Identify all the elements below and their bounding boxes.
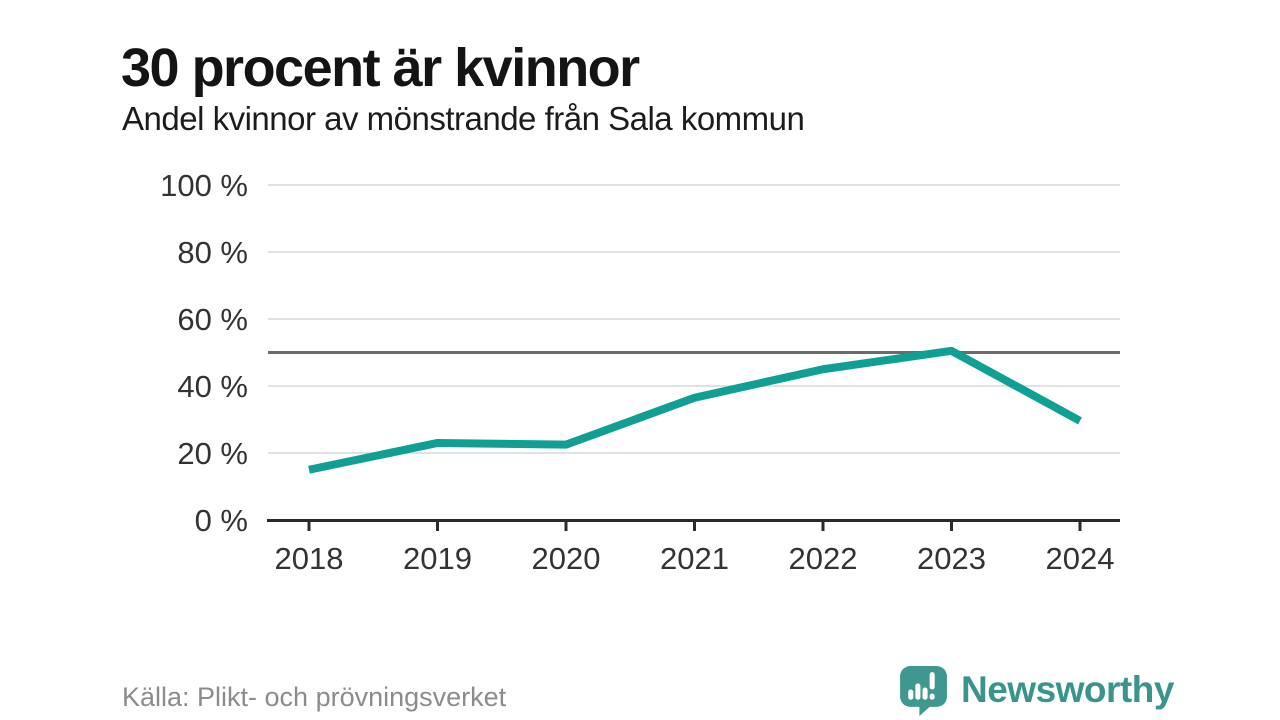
y-tick-label: 60 % xyxy=(177,302,248,337)
x-tick-label: 2022 xyxy=(789,541,858,576)
x-tick-label: 2024 xyxy=(1046,541,1115,576)
x-tick-label: 2021 xyxy=(660,541,729,576)
x-tick-label: 2020 xyxy=(532,541,601,576)
chart-title: 30 procent är kvinnor xyxy=(121,38,640,99)
data-line xyxy=(308,346,1082,474)
chart-subtitle: Andel kvinnor av mönstrande från Sala ko… xyxy=(122,100,805,137)
y-tick-label: 20 % xyxy=(177,436,248,471)
newsworthy-wordmark: Newsworthy xyxy=(961,668,1174,710)
x-tick-label: 2018 xyxy=(275,541,344,576)
source-note: Källa: Plikt- och prövningsverket xyxy=(122,682,507,712)
x-tick-label: 2023 xyxy=(917,541,986,576)
y-tick-label: 100 % xyxy=(160,168,248,203)
newsworthy-speech-bubble-icon xyxy=(900,666,947,716)
newsworthy-logo: Newsworthy xyxy=(897,663,1174,716)
x-tick-label: 2019 xyxy=(403,541,472,576)
y-tick-label: 80 % xyxy=(177,235,248,270)
y-tick-label: 0 % xyxy=(195,503,248,538)
y-tick-label: 40 % xyxy=(177,369,248,404)
